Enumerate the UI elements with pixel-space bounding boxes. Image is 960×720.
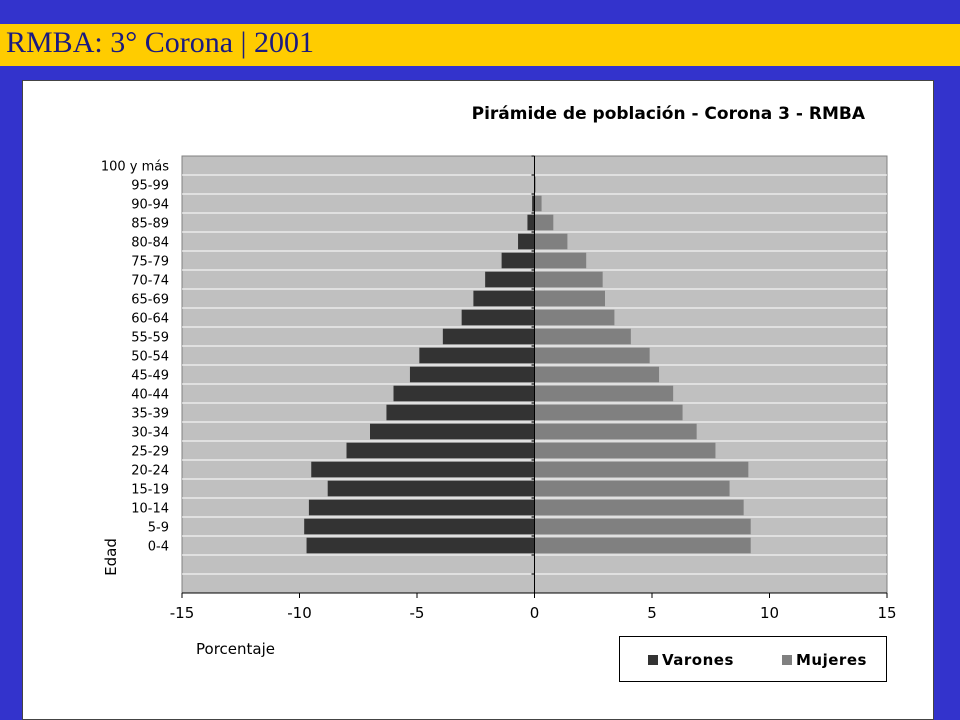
- bar-mujeres: [534, 423, 697, 440]
- bar-mujeres: [534, 214, 554, 231]
- bar-mujeres: [534, 404, 683, 421]
- bar-mujeres: [534, 461, 749, 478]
- y-tick-label: 10-14: [131, 502, 169, 517]
- bar-varones: [304, 518, 535, 535]
- y-tick-label: 5-9: [148, 521, 169, 536]
- y-tick-label: 30-34: [131, 426, 169, 441]
- bar-varones: [501, 252, 535, 269]
- bar-varones: [393, 385, 535, 402]
- bar-varones: [532, 195, 535, 212]
- y-tick-label: 20-24: [131, 464, 169, 479]
- y-tick-label: 50-54: [131, 350, 169, 365]
- x-tick-label: -5: [410, 604, 425, 622]
- y-tick-label: 65-69: [131, 293, 169, 308]
- y-tick-label: 60-64: [131, 312, 169, 327]
- bar-varones: [386, 404, 535, 421]
- y-tick-label: 55-59: [131, 331, 169, 346]
- population-pyramid-chart: 0-4 5-9 10-14 15-19 20-24 25-29 30-34 35-39 40-4…: [101, 104, 897, 658]
- y-tick-label: 95-99: [131, 179, 169, 194]
- x-axis-label: Porcentaje: [196, 640, 275, 658]
- bar-mujeres: [534, 537, 751, 554]
- bar-mujeres: [534, 290, 605, 307]
- bar-mujeres: [534, 347, 650, 364]
- x-tick-label: -10: [287, 604, 312, 622]
- bar-mujeres: [534, 271, 603, 288]
- bar-varones: [346, 442, 535, 459]
- y-tick-label: 80-84: [131, 236, 169, 251]
- bar-varones: [311, 461, 535, 478]
- bar-varones: [327, 480, 535, 497]
- y-tick-label: 40-44: [131, 388, 169, 403]
- chart-panel: 0-4 5-9 10-14 15-19 20-24 25-29 30-34 35-39 40-4…: [22, 80, 934, 720]
- bar-mujeres: [534, 195, 542, 212]
- bar-mujeres: [534, 309, 615, 326]
- y-tick-label: 15-19: [131, 483, 169, 498]
- legend-item-mujeres: Mujeres: [782, 651, 867, 669]
- bar-mujeres: [534, 442, 716, 459]
- legend-swatch-mujeres: [782, 655, 792, 665]
- x-tick-label: -15: [170, 604, 195, 622]
- title-bar: RMBA: 3° Corona | 2001: [0, 24, 960, 66]
- bar-varones: [409, 366, 535, 383]
- bar-mujeres: [534, 252, 587, 269]
- y-tick-label: 70-74: [131, 274, 169, 289]
- bar-mujeres: [534, 385, 674, 402]
- bar-mujeres: [534, 176, 536, 193]
- legend-label-mujeres: Mujeres: [796, 651, 867, 669]
- chart-legend: Varones Mujeres: [619, 636, 887, 682]
- bar-varones: [485, 271, 535, 288]
- y-tick-label: 25-29: [131, 445, 169, 460]
- legend-label-varones: Varones: [662, 651, 734, 669]
- slide-title: RMBA: 3° Corona | 2001: [6, 26, 315, 59]
- y-axis-label: Edad: [102, 538, 120, 576]
- bar-varones: [308, 499, 535, 516]
- y-tick-label: 85-89: [131, 217, 169, 232]
- bar-varones: [518, 233, 535, 250]
- bar-mujeres: [534, 480, 730, 497]
- bar-mujeres: [534, 366, 660, 383]
- legend-item-varones: Varones: [648, 651, 734, 669]
- bar-mujeres: [534, 499, 744, 516]
- bar-varones: [442, 328, 535, 345]
- y-tick-label: 0-4: [148, 540, 169, 555]
- y-tick-label: 100 y más: [101, 160, 169, 175]
- y-tick-label: 35-39: [131, 407, 169, 422]
- bar-mujeres: [534, 233, 568, 250]
- bar-varones: [473, 290, 535, 307]
- bar-varones: [419, 347, 535, 364]
- bar-varones: [306, 537, 535, 554]
- chart-title: Pirámide de población - Corona 3 - RMBA: [472, 104, 866, 124]
- y-tick-label: 45-49: [131, 369, 169, 384]
- bar-varones: [461, 309, 535, 326]
- bar-mujeres: [534, 328, 631, 345]
- x-tick-label: 5: [647, 604, 657, 622]
- legend-swatch-varones: [648, 655, 658, 665]
- y-tick-label: 75-79: [131, 255, 169, 270]
- bar-varones: [527, 214, 535, 231]
- x-tick-label: 10: [760, 604, 779, 622]
- bar-mujeres: [534, 518, 751, 535]
- x-tick-label: 0: [530, 604, 540, 622]
- bar-varones: [370, 423, 535, 440]
- x-tick-label: 15: [877, 604, 896, 622]
- y-tick-label: 90-94: [131, 198, 169, 213]
